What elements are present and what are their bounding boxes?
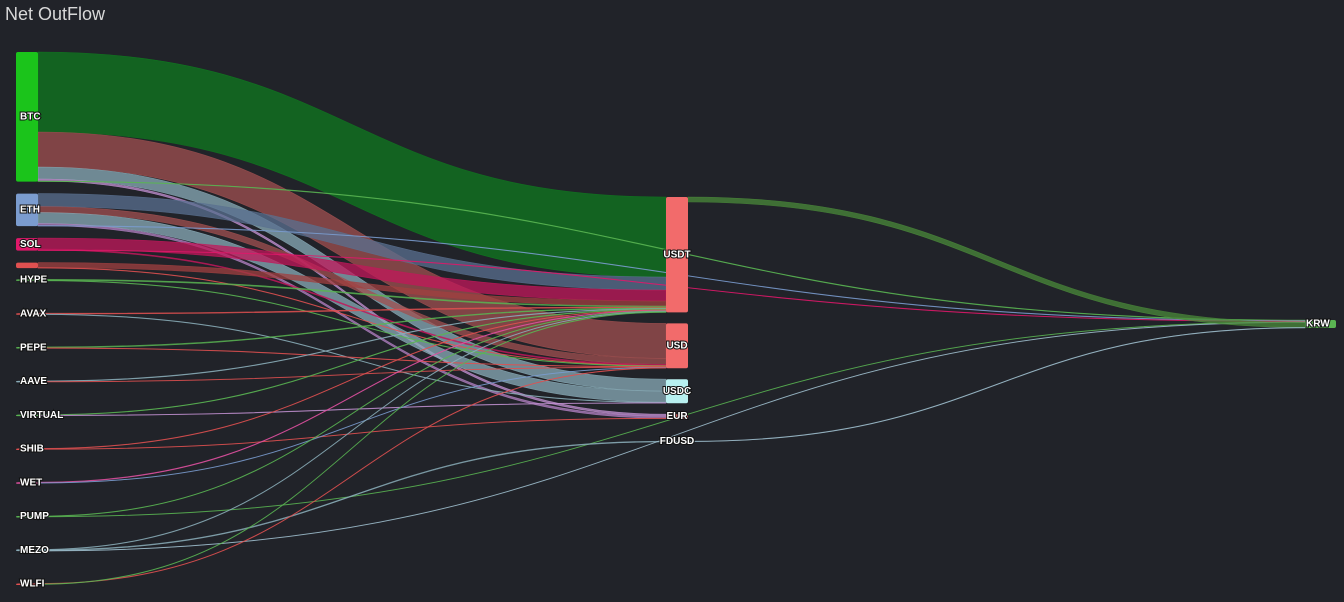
node [16,346,38,349]
node [16,448,38,450]
node-label: PUMP [20,511,49,522]
node [666,414,688,419]
flow-link [687,196,1306,328]
node-label: VIRTUAL [20,410,63,421]
node-label: AVAX [20,309,47,320]
nodes: BTC ETH SOL HYPE AVAX PEPE AAVE VIRTUAL SHIB WET P… [16,52,1336,591]
node [16,262,38,269]
node [16,313,38,315]
node [16,549,38,552]
node [1305,320,1336,328]
node-label: PEPE [20,342,47,353]
flow-link [37,402,667,417]
flow-link [687,327,1306,443]
node-label: USD [666,340,687,351]
flow-link [37,440,667,551]
node [666,379,688,404]
node [16,193,38,227]
node [16,414,38,417]
node [666,197,688,313]
node [16,52,38,182]
node [16,238,38,251]
node-label: SOL [20,239,41,250]
node-label: WET [20,477,42,488]
node-label: SHIB [20,444,44,455]
chart-title: Net OutFlow [5,4,106,24]
node [16,516,38,518]
flow-link [37,311,667,585]
node-label: FDUSD [660,436,694,447]
links [37,51,1306,585]
node-label: AAVE [20,376,47,387]
node-label: HYPE [20,275,48,286]
node-label: BTC [20,111,41,122]
node [16,583,38,585]
node [666,323,688,369]
node [16,380,38,383]
node-label: ETH [20,204,40,215]
node [16,279,38,281]
node [16,482,38,484]
node-label: WLFI [20,579,45,590]
flow-link [37,417,667,450]
node-label: EUR [666,411,688,422]
node-label: USDC [663,386,691,397]
flow-link [37,367,667,585]
node-label: MEZO [20,545,49,556]
node [666,441,688,443]
node-label: USDT [663,249,690,260]
node-label: KRW [1306,319,1330,330]
